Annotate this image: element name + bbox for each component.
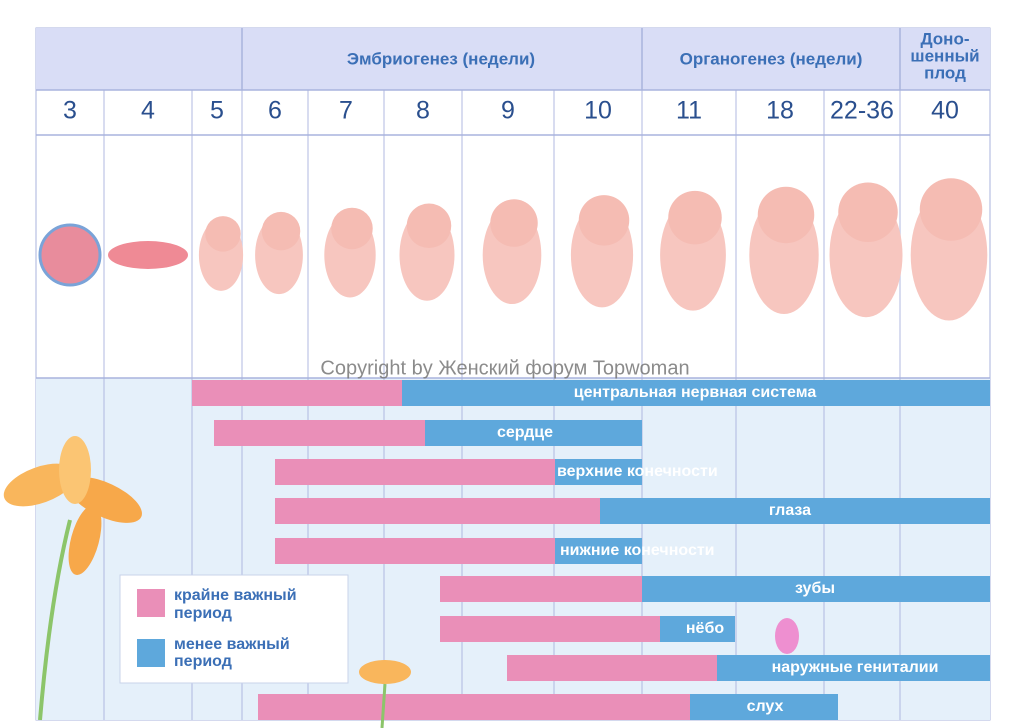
header-bg xyxy=(36,28,990,90)
group-label: Доно- xyxy=(920,29,969,48)
group-label: Органогенез (недели) xyxy=(680,49,863,68)
less-critical-period xyxy=(425,420,642,446)
critical-period xyxy=(440,576,642,602)
less-critical-period xyxy=(690,694,838,720)
embryo-head xyxy=(919,178,983,241)
flower xyxy=(3,436,799,728)
period-label: зубы xyxy=(795,580,835,597)
period-label: верхние конечности xyxy=(557,463,718,480)
critical-period xyxy=(440,616,660,642)
group-label: плод xyxy=(924,63,966,82)
period-label: слух xyxy=(747,698,784,715)
embryo-head xyxy=(838,182,898,242)
embryo-head xyxy=(668,190,722,245)
critical-period xyxy=(507,655,717,681)
critical-period xyxy=(275,538,555,564)
group-label: шенный xyxy=(910,46,979,65)
legend-label: крайне важный xyxy=(174,587,297,604)
embryo-head xyxy=(331,207,373,250)
week-label: 4 xyxy=(141,97,155,125)
legend-label: менее важный xyxy=(174,636,290,653)
less-critical-period xyxy=(717,655,990,681)
embryo xyxy=(38,223,102,287)
embryo xyxy=(108,241,188,269)
week-label: 5 xyxy=(210,97,224,125)
group-label: Эмбриогенез (недели) xyxy=(347,49,535,68)
period-label: центральная нервная система xyxy=(574,384,817,401)
period-label: нижние конечности xyxy=(560,542,715,559)
week-label: 11 xyxy=(676,97,702,125)
less-critical-period xyxy=(555,459,642,485)
legend-swatch xyxy=(137,639,165,667)
period-label: глаза xyxy=(769,502,811,519)
less-critical-period xyxy=(402,380,990,406)
week-label: 22-36 xyxy=(830,97,894,125)
week-label: 18 xyxy=(766,97,794,125)
embryo-head xyxy=(757,186,815,244)
week-label: 3 xyxy=(63,97,77,125)
less-critical-period xyxy=(555,538,642,564)
critical-period xyxy=(192,380,402,406)
embryo-head xyxy=(261,211,301,251)
legend-swatch xyxy=(137,589,165,617)
watermark: Copyright by Женский форум Topwoman xyxy=(320,357,689,379)
week-label: 10 xyxy=(584,97,612,125)
week-label: 6 xyxy=(268,97,282,125)
critical-period xyxy=(275,498,600,524)
embryo-head xyxy=(490,199,538,247)
legend-label: период xyxy=(174,653,232,670)
less-critical-period xyxy=(660,616,735,642)
week-label: 9 xyxy=(501,97,515,125)
embryo-head xyxy=(205,216,241,252)
embryo-head xyxy=(406,203,452,248)
critical-period xyxy=(275,459,555,485)
week-label: 8 xyxy=(416,97,430,125)
critical-period xyxy=(214,420,425,446)
period-label: наружные гениталии xyxy=(772,659,939,676)
less-critical-period xyxy=(600,498,990,524)
week-label: 7 xyxy=(339,97,353,125)
period-label: нёбо xyxy=(686,620,724,637)
less-critical-period xyxy=(642,576,990,602)
embryo-head xyxy=(578,195,630,246)
legend-label: период xyxy=(174,605,232,622)
week-label: 40 xyxy=(931,97,959,125)
critical-period xyxy=(258,694,690,720)
period-label: сердце xyxy=(497,424,553,441)
